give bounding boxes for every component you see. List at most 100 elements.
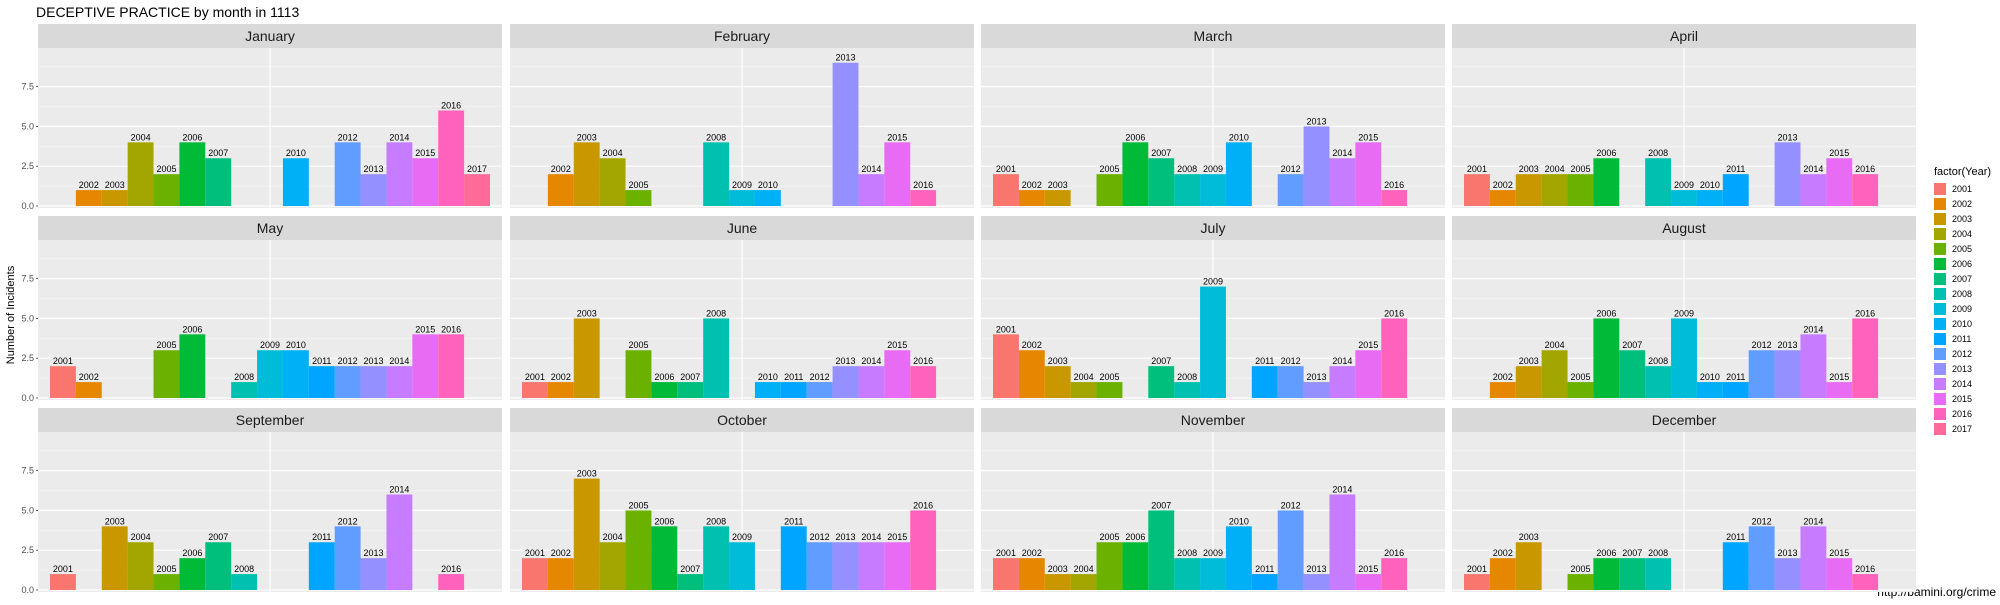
bar-january-2013 — [360, 174, 387, 206]
bar-june-2012 — [806, 382, 833, 398]
legend-key-2009 — [1934, 303, 1946, 315]
bar-label: 2009 — [1203, 277, 1223, 287]
bar-january-2007 — [205, 158, 232, 206]
bar-october-2015 — [884, 542, 911, 590]
facet-panel-april: April 2001 2002 2003 2004 2005 2006 2008 2009 201… — [1452, 24, 1916, 208]
bar-december-2003 — [1515, 542, 1542, 590]
bar-label: 2012 — [810, 372, 830, 382]
bar-label: 2014 — [861, 164, 881, 174]
bar-label: 2006 — [182, 324, 202, 334]
bar-label: 2002 — [1022, 340, 1042, 350]
bar-february-2016 — [910, 190, 937, 206]
legend-key-2004 — [1934, 228, 1946, 240]
bar-april-2002 — [1489, 190, 1516, 206]
facet-strip-label: September — [236, 412, 305, 428]
y-tick-label: 7.5 — [21, 466, 34, 476]
bar-may-2013 — [360, 366, 387, 398]
bar-label: 2007 — [1622, 548, 1642, 558]
bar-november-2002 — [1018, 558, 1045, 590]
facet-strip — [981, 408, 1445, 432]
bar-october-2009 — [729, 542, 755, 590]
bar-july-2013 — [1303, 382, 1330, 398]
facet-strip — [510, 408, 974, 432]
legend: 2001 2002 2003 2004 2005 2006 2007 2008 2009 2010… — [1934, 183, 1972, 435]
bar-label: 2002 — [551, 548, 571, 558]
bar-label: 2005 — [1099, 164, 1119, 174]
bar-label: 2008 — [706, 308, 726, 318]
bar-label: 2010 — [1229, 132, 1249, 142]
bar-june-2007 — [677, 382, 704, 398]
bar-february-2002 — [547, 174, 574, 206]
bar-november-2006 — [1122, 542, 1149, 590]
facet-panel-march: March 2001 2002 2003 2005 2006 2007 2008 2009 201… — [981, 24, 1445, 208]
bar-label: 2014 — [389, 484, 409, 494]
facet-panel-october: October 2001 2002 2003 2004 2005 2006 2007 2008 2… — [510, 408, 974, 592]
bar-label: 2004 — [1545, 164, 1565, 174]
bar-label: 2014 — [1332, 356, 1352, 366]
bar-april-2010 — [1696, 190, 1723, 206]
bar-label: 2013 — [364, 164, 384, 174]
bar-february-2014 — [858, 174, 885, 206]
bar-label: 2009 — [1674, 308, 1694, 318]
bar-october-2003 — [573, 478, 600, 590]
bar-june-2010 — [754, 382, 781, 398]
bar-december-2013 — [1774, 558, 1801, 590]
bar-july-2005 — [1096, 382, 1123, 398]
bar-label: 2009 — [1203, 164, 1223, 174]
y-tick-label: 0.0 — [21, 393, 34, 403]
facet-strip — [38, 408, 502, 432]
bar-label: 2007 — [208, 532, 228, 542]
bar-september-2012 — [334, 526, 361, 590]
bar-january-2004 — [127, 142, 154, 206]
legend-label-2014: 2014 — [1952, 379, 1972, 389]
bar-label: 2005 — [628, 340, 648, 350]
facet-panel-november: November 2001 2002 2003 2004 2005 2006 2007 2008… — [981, 408, 1445, 592]
facet-strip — [981, 216, 1445, 240]
bar-label: 2015 — [1358, 340, 1378, 350]
bar-label: 2005 — [1570, 372, 1590, 382]
bar-june-2016 — [910, 366, 937, 398]
bar-november-2003 — [1044, 574, 1071, 590]
bar-label: 2004 — [1545, 340, 1565, 350]
bar-label: 2011 — [784, 516, 803, 526]
bar-november-2005 — [1096, 542, 1123, 590]
panels-layer: January 0.0 2.5 5.0 7.5 2002 2003 2004 2005 2006 2… — [21, 24, 1916, 595]
bar-label: 2014 — [1803, 164, 1823, 174]
bar-april-2003 — [1515, 174, 1542, 206]
bar-november-2011 — [1251, 574, 1278, 590]
legend-label-2012: 2012 — [1952, 349, 1972, 359]
bar-label: 2017 — [467, 164, 487, 174]
bar-label: 2001 — [996, 548, 1016, 558]
bar-label: 2015 — [1358, 564, 1378, 574]
bar-label: 2016 — [1384, 308, 1404, 318]
bar-march-2002 — [1018, 190, 1045, 206]
y-tick-label: 5.0 — [21, 121, 34, 131]
bar-august-2003 — [1515, 366, 1542, 398]
bar-label: 2006 — [654, 372, 674, 382]
facet-strip — [510, 24, 974, 48]
bar-label: 2012 — [810, 532, 830, 542]
bar-march-2007 — [1148, 158, 1175, 206]
bar-october-2012 — [806, 542, 833, 590]
bar-label: 2006 — [182, 548, 202, 558]
bar-label: 2003 — [577, 132, 597, 142]
bar-december-2011 — [1722, 542, 1749, 590]
bar-june-2013 — [832, 366, 859, 398]
bar-september-2008 — [231, 574, 258, 590]
facet-strip-label: February — [714, 28, 770, 44]
bar-december-2007 — [1619, 558, 1646, 590]
bar-label: 2002 — [1022, 180, 1042, 190]
bar-label: 2013 — [1778, 340, 1798, 350]
bar-label: 2010 — [758, 180, 778, 190]
bar-december-2001 — [1464, 574, 1490, 590]
bar-label: 2015 — [1829, 548, 1849, 558]
bar-september-2016 — [438, 574, 465, 590]
bar-december-2002 — [1489, 558, 1516, 590]
bar-february-2015 — [884, 142, 911, 206]
bar-february-2010 — [754, 190, 781, 206]
bar-august-2004 — [1541, 350, 1568, 398]
bar-label: 2016 — [913, 180, 933, 190]
bar-label: 2002 — [551, 372, 571, 382]
bar-may-2008 — [231, 382, 258, 398]
bar-may-2016 — [438, 334, 465, 398]
